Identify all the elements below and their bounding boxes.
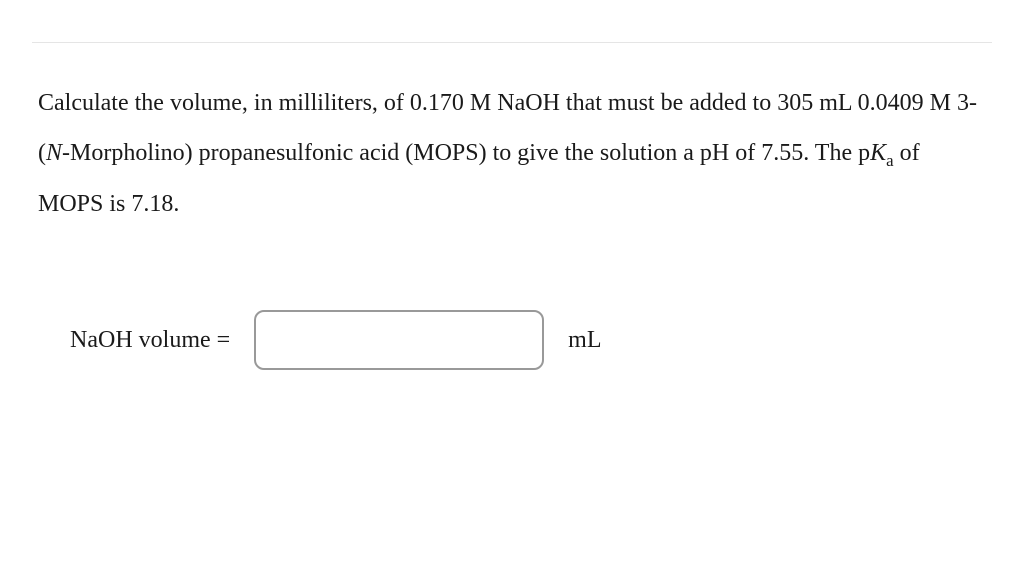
question-line2-before: propanesulfonic acid (MOPS) to give the …	[199, 140, 870, 166]
question-line1-suffix: -Morpholino)	[62, 140, 193, 166]
question-line1-italic: N	[46, 140, 62, 166]
pka-k: K	[870, 140, 886, 166]
pka-sub: a	[886, 151, 893, 170]
question-text: Calculate the volume, in milliliters, of…	[38, 78, 986, 229]
answer-input[interactable]	[254, 310, 544, 370]
divider	[32, 42, 992, 43]
answer-row: NaOH volume = mL	[70, 310, 602, 370]
answer-unit: mL	[568, 327, 601, 354]
answer-label: NaOH volume =	[70, 327, 230, 354]
